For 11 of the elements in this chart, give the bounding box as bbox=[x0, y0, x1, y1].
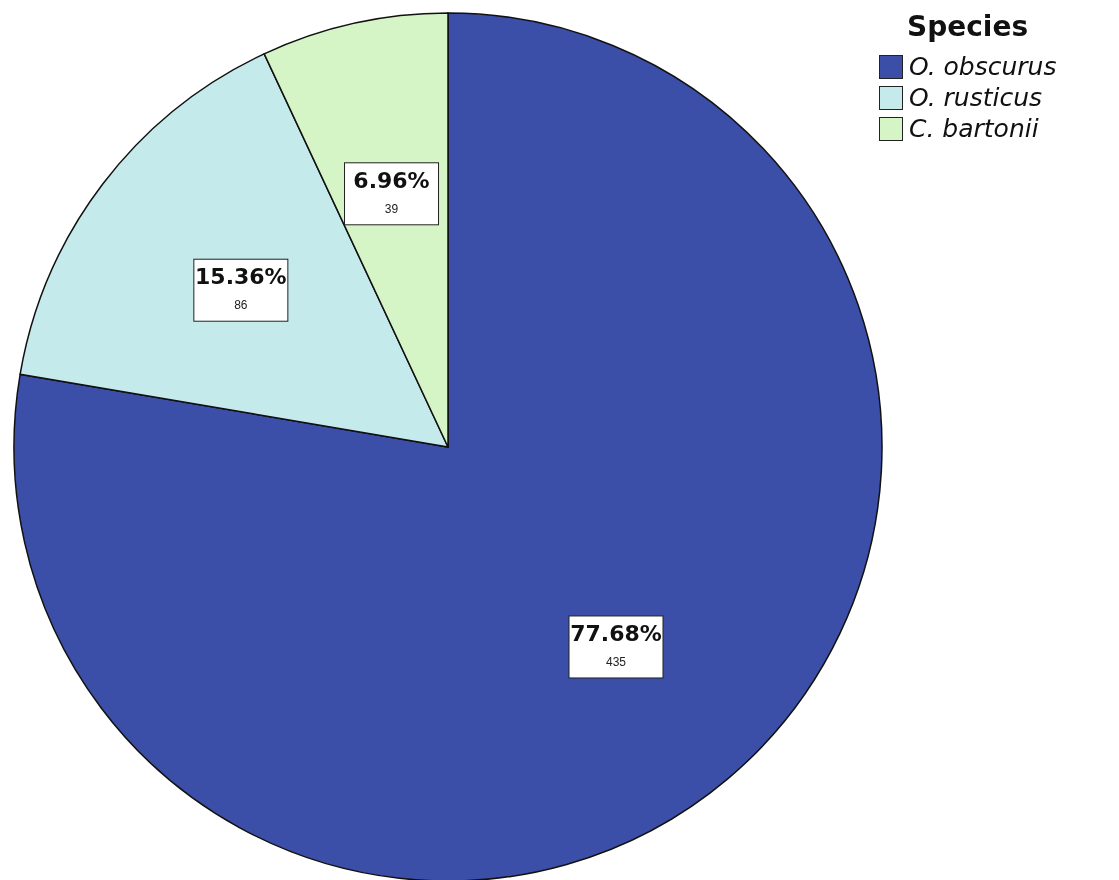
pie-slice bbox=[13, 12, 883, 880]
text: 39 bbox=[384, 201, 399, 216]
data-label: 15.36% bbox=[195, 264, 287, 290]
legend-label: O. rusticus bbox=[909, 83, 1043, 112]
slice-label: O. obscurus bbox=[909, 52, 1057, 81]
legend-title: Species bbox=[907, 10, 1030, 43]
legend-label: C. bartonii bbox=[909, 114, 1039, 143]
text: 435 bbox=[605, 654, 627, 669]
data-label: 77.68% bbox=[570, 620, 662, 646]
data-label: 6.96% bbox=[353, 167, 430, 193]
text: 86 bbox=[234, 298, 248, 313]
